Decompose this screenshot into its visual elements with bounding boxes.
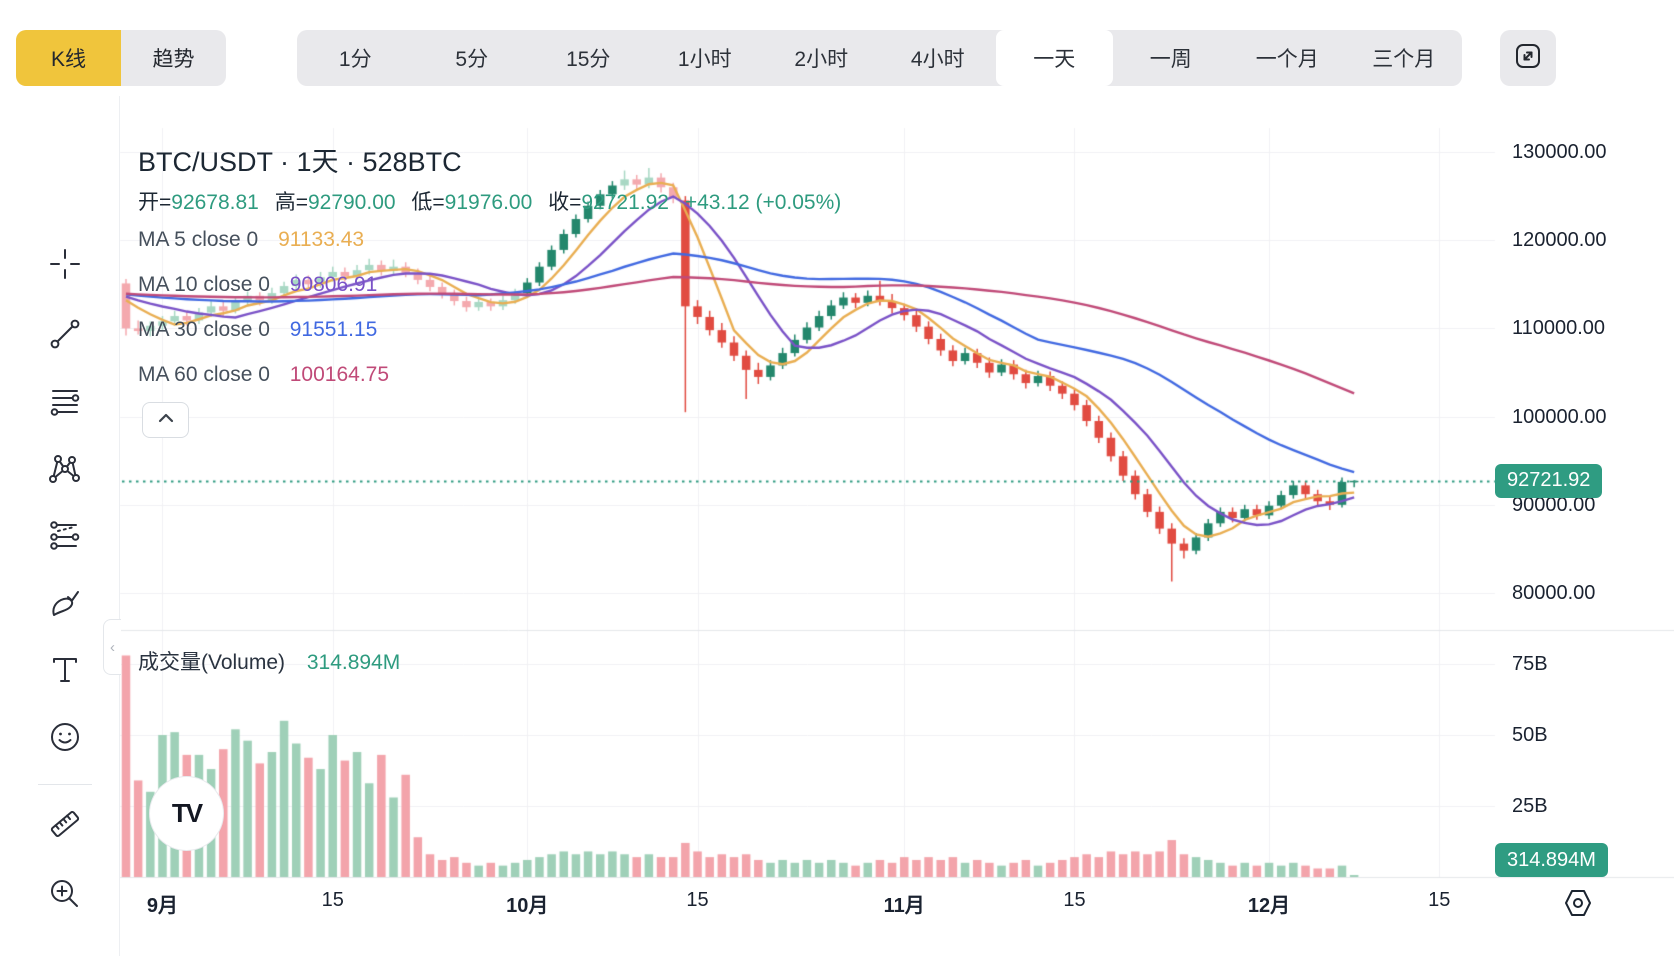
volume-value: 314.894M bbox=[306, 651, 401, 674]
tradingview-logo: TV bbox=[150, 777, 223, 850]
chevron-up-icon bbox=[157, 411, 175, 429]
tf-1h[interactable]: 1小时 bbox=[677, 48, 732, 71]
gear-icon bbox=[1561, 887, 1595, 924]
ohlc-row: 开=92678.81 高=92790.00 低=91976.00 收=92721… bbox=[138, 186, 841, 216]
tf-4h[interactable]: 4小时 bbox=[910, 48, 965, 71]
emoji-icon bbox=[47, 719, 83, 760]
volume-tick-label: 25B bbox=[1512, 795, 1548, 817]
ma60-value: 100164.75 bbox=[289, 363, 390, 386]
text-icon bbox=[48, 653, 82, 692]
crosshair-icon bbox=[48, 247, 82, 286]
legend-collapse-button[interactable] bbox=[142, 402, 189, 438]
time-axis-settings-button[interactable] bbox=[1559, 888, 1597, 922]
ma5-row: MA 5 close 0 91133.43 bbox=[138, 228, 364, 252]
forecast-icon bbox=[47, 518, 83, 559]
last-volume-badge: 314.894M bbox=[1495, 843, 1608, 877]
tf-5m[interactable]: 5分 bbox=[455, 48, 489, 71]
ruler-icon bbox=[46, 805, 84, 848]
brush-icon bbox=[47, 586, 83, 627]
xabcd-pattern-icon bbox=[47, 451, 83, 492]
price-tick-label: 120000.00 bbox=[1512, 229, 1607, 252]
toolbar: K线 趋势 1分 5分 15分 1小时 2小时 4小时 一天 一周 一个月 三个… bbox=[0, 0, 1674, 96]
ma10-value: 90806.91 bbox=[289, 273, 378, 296]
close-value: 92721.92 bbox=[581, 191, 669, 214]
tf-2h[interactable]: 2小时 bbox=[794, 48, 849, 71]
fullscreen-icon bbox=[1512, 40, 1544, 77]
fib-lines-tool[interactable] bbox=[47, 386, 83, 422]
ruler-tool[interactable] bbox=[47, 808, 83, 844]
zoom-in-tool[interactable] bbox=[47, 878, 83, 914]
forecast-tool[interactable] bbox=[47, 520, 83, 556]
fullscreen-button[interactable] bbox=[1500, 30, 1556, 86]
symbol-title: BTC/USDT · 1天 · 528BTC bbox=[138, 147, 462, 177]
ma60-label: MA 60 close 0 bbox=[138, 363, 270, 386]
low-value: 91976.00 bbox=[444, 191, 533, 214]
price-tick-label: 100000.00 bbox=[1512, 405, 1607, 428]
tf-3mo[interactable]: 三个月 bbox=[1372, 48, 1436, 71]
tf-1m[interactable]: 1分 bbox=[338, 48, 372, 71]
time-tick-label: 9月 bbox=[146, 895, 179, 917]
price-tick-label: 90000.00 bbox=[1512, 493, 1596, 516]
chart-mode-tabs: K线 趋势 bbox=[16, 30, 226, 86]
volume-tick-label: 75B bbox=[1512, 653, 1548, 675]
time-tick-label: 15 bbox=[321, 889, 344, 911]
tf-1w[interactable]: 一周 bbox=[1149, 48, 1192, 71]
low-label: 低= bbox=[411, 191, 445, 214]
horizontal-lines-icon bbox=[48, 385, 82, 424]
zoom-in-icon bbox=[47, 876, 83, 917]
timeframe-tabs: 1分 5分 15分 1小时 2小时 4小时 一天 一周 一个月 三个月 bbox=[297, 30, 1462, 86]
drawing-toolbar bbox=[0, 96, 120, 956]
ma5-value: 91133.43 bbox=[278, 228, 365, 251]
tf-15m[interactable]: 15分 bbox=[566, 48, 611, 71]
xabcd-pattern-tool[interactable] bbox=[47, 453, 83, 489]
high-value: 92790.00 bbox=[307, 191, 396, 214]
open-value: 92678.81 bbox=[171, 191, 259, 214]
time-tick-label: 11月 bbox=[883, 895, 925, 917]
time-tick-label: 15 bbox=[686, 889, 709, 911]
volume-tick-label: 50B bbox=[1512, 724, 1548, 746]
last-price-badge: 92721.92 bbox=[1495, 463, 1603, 498]
tab-kline[interactable]: K线 bbox=[16, 30, 121, 86]
high-label: 高= bbox=[274, 191, 308, 214]
price-tick-label: 130000.00 bbox=[1512, 141, 1607, 163]
open-label: 开= bbox=[138, 191, 172, 214]
tab-trend[interactable]: 趋势 bbox=[121, 30, 226, 86]
text-tool[interactable] bbox=[47, 654, 83, 690]
tf-1mo[interactable]: 一个月 bbox=[1255, 48, 1319, 71]
close-label: 收= bbox=[548, 191, 582, 214]
ma10-label: MA 10 close 0 bbox=[138, 273, 270, 296]
crosshair-tool[interactable] bbox=[47, 248, 83, 284]
ma60-row: MA 60 close 0 100164.75 bbox=[138, 363, 389, 387]
ma30-label: MA 30 close 0 bbox=[138, 318, 270, 341]
ma30-row: MA 30 close 0 91551.15 bbox=[138, 318, 377, 342]
price-tick-label: 110000.00 bbox=[1512, 317, 1606, 340]
volume-legend: 成交量(Volume) 314.894M bbox=[138, 646, 400, 676]
time-tick-label: 15 bbox=[1063, 889, 1086, 911]
ma5-label: MA 5 close 0 bbox=[138, 228, 259, 251]
sidebar-divider bbox=[38, 784, 92, 785]
time-tick-label: 10月 bbox=[506, 895, 549, 917]
sidebar-collapse-handle[interactable]: ‹ bbox=[103, 619, 121, 675]
ma30-value: 91551.15 bbox=[289, 318, 378, 341]
price-tick-label: 80000.00 bbox=[1512, 582, 1596, 604]
trend-line-icon bbox=[48, 317, 82, 356]
volume-label: 成交量(Volume) bbox=[138, 651, 286, 674]
brush-tool[interactable] bbox=[47, 588, 83, 624]
trend-line-tool[interactable] bbox=[47, 318, 83, 354]
time-tick-label: 15 bbox=[1428, 889, 1451, 911]
ma10-row: MA 10 close 0 90806.91 bbox=[138, 273, 377, 297]
time-tick-label: 12月 bbox=[1247, 895, 1291, 917]
change-value: +43.12 (+0.05%) bbox=[684, 191, 842, 214]
emoji-tool[interactable] bbox=[47, 721, 83, 757]
tf-1d[interactable]: 一天 bbox=[996, 30, 1113, 86]
